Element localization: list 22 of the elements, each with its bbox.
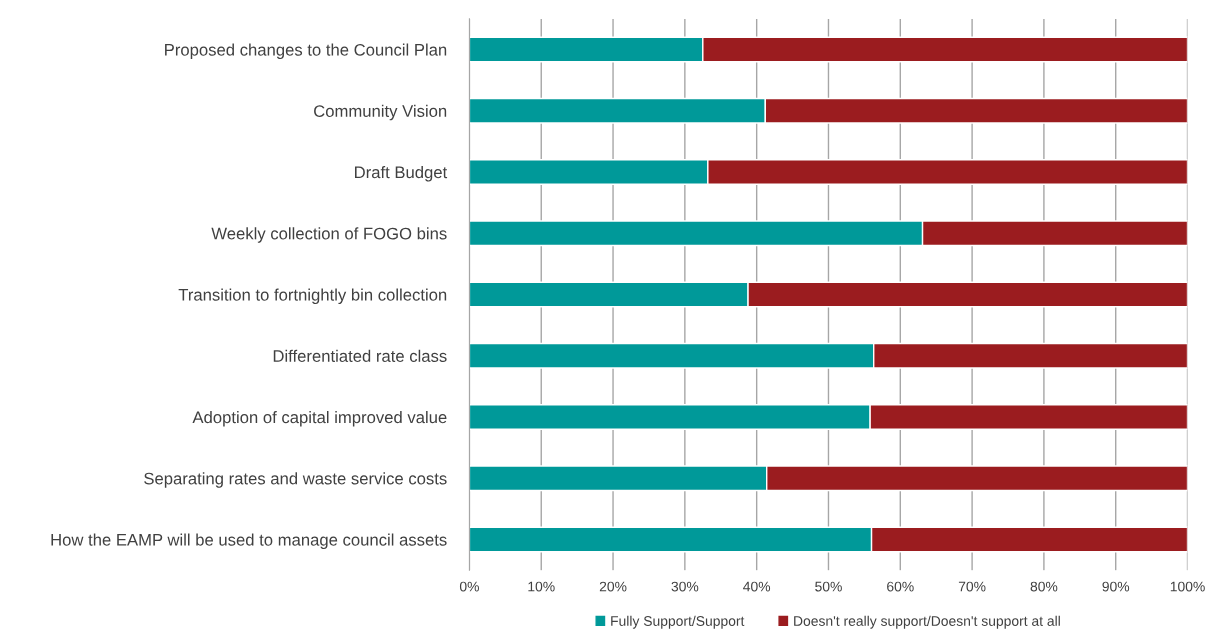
x-tick-label: 20%	[599, 581, 627, 592]
y-tick-label: Draft Budget	[355, 165, 448, 182]
y-tick-label: Proposed changes to the Council Plan	[165, 43, 447, 60]
y-tick-label: Community Vision	[314, 104, 447, 121]
x-tick-label: 80%	[1030, 581, 1058, 592]
x-tick-label: 30%	[671, 581, 699, 592]
y-tick-label: Separating rates and waste service costs	[144, 472, 447, 488]
x-tick-label: 50%	[815, 581, 842, 592]
y-tick-label: Adoption of capital improved value	[192, 410, 447, 427]
y-tick-label: Transition to fortnightly bin collection	[178, 288, 447, 305]
y-tick-label: Differentiated rate class	[273, 349, 447, 362]
x-tick-label: 10%	[528, 581, 555, 592]
legend-label: Fully Support/Support	[611, 615, 745, 629]
x-tick-label: 0%	[459, 581, 479, 592]
y-tick-label: How the EAMP will be used to manage council assets	[51, 533, 447, 550]
x-tick-label: 70%	[958, 581, 986, 592]
x-tick-label: 90%	[1102, 581, 1130, 592]
x-tick-label: 60%	[887, 581, 914, 592]
x-tick-label: 100%	[1170, 581, 1205, 592]
x-tick-label: 40%	[743, 581, 771, 592]
y-tick-label: Weekly collection of FOGO bins	[211, 227, 447, 243]
legend-label: Doesn't really support/Doesn't support at all	[794, 615, 1060, 629]
